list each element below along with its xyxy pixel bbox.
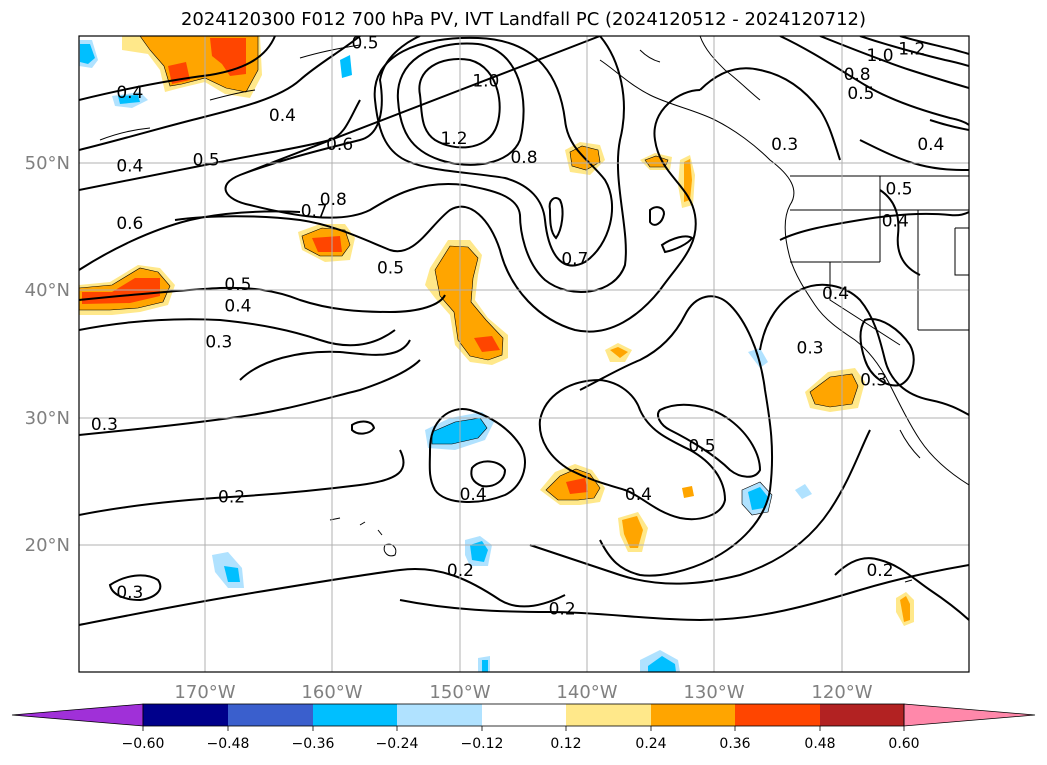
lat-tick-label: 40°N [25, 280, 70, 301]
coastlines [99, 36, 969, 583]
contour-label: 0.5 [352, 33, 379, 53]
lon-tick-label: 150°W [429, 682, 490, 703]
contour-label: 0.3 [91, 415, 118, 435]
contour-label: 0.4 [269, 106, 296, 126]
contour-label: 0.4 [882, 211, 909, 231]
contour-label: 0.3 [771, 135, 798, 155]
colorbar-tick-label: 0.36 [719, 736, 750, 752]
contour-labels: 1.01.20.80.60.80.70.5 0.70.40.40.50.40.60… [91, 33, 944, 619]
colorbar-tick-label: −0.60 [122, 736, 165, 752]
lat-tick-label: 50°N [25, 153, 70, 174]
colorbar-tick-label: 0.48 [804, 736, 835, 752]
colorbar-tick-label: −0.48 [207, 736, 250, 752]
colorbar-tick-label: 0.12 [550, 736, 581, 752]
plot-area [79, 36, 969, 672]
colorbar-tick-label: −0.24 [376, 736, 419, 752]
contour-label: 0.5 [377, 259, 404, 279]
colorbar-swatch [566, 704, 651, 726]
contour-label: 0.4 [822, 284, 849, 304]
contour-label: 0.3 [797, 339, 824, 359]
colorbar-swatch [735, 704, 820, 726]
contour-label: 0.7 [561, 250, 588, 270]
contour-label: 0.2 [866, 561, 893, 581]
gridlines [79, 36, 969, 672]
colorbar-tick-label: 0.24 [635, 736, 666, 752]
contour-label: 0.2 [447, 561, 474, 581]
contour-label: 0.8 [844, 65, 871, 85]
contour-label: 0.4 [224, 297, 251, 317]
colorbar-swatch [313, 704, 397, 726]
contour-label: 0.4 [917, 135, 944, 155]
plot-frame [78, 35, 970, 673]
lon-tick-label: 120°W [811, 682, 872, 703]
contour-label: 0.4 [625, 485, 652, 505]
colorbar-tick-label: −0.36 [292, 736, 335, 752]
contour-label: 0.3 [205, 332, 232, 352]
lat-axis: 20°N 30°N 40°N 50°N [25, 153, 70, 556]
colorbar-swatch [651, 704, 735, 726]
contour-label: 0.5 [193, 150, 220, 170]
lon-tick-label: 130°W [683, 682, 744, 703]
map-title: 2024120300 F012 700 hPa PV, IVT Landfall… [180, 9, 867, 30]
contour-label: 1.2 [441, 129, 468, 149]
colorbar-tick-label: 0.60 [888, 736, 919, 752]
lat-tick-label: 30°N [25, 408, 70, 429]
contour-label: 0.3 [860, 370, 887, 390]
contour-label: 0.6 [326, 135, 353, 155]
contour-label: 0.4 [116, 83, 143, 103]
contour-label: 0.5 [886, 180, 913, 200]
colorbar-frame [142, 703, 905, 727]
lon-tick-label: 140°W [556, 682, 617, 703]
contour-label: 0.5 [224, 275, 251, 295]
contour-label: 0.4 [116, 157, 143, 177]
colorbar-swatch [820, 704, 904, 726]
lon-axis: 170°W 160°W 150°W 140°W 130°W 120°W [174, 682, 872, 703]
contour-label: 0.8 [320, 190, 347, 210]
colorbar-swatch [143, 704, 228, 726]
colorbar-extend-min [11, 703, 144, 727]
contour-label: 1.2 [898, 40, 925, 60]
colorbar-tick-label: −0.12 [461, 736, 504, 752]
colorbar-swatch [397, 704, 482, 726]
contour-label: 0.6 [116, 214, 143, 234]
contour-label: 1.0 [472, 72, 499, 92]
contour-label: 0.2 [218, 487, 245, 507]
colorbar-swatch [228, 704, 313, 726]
contour-label: 1.0 [866, 46, 893, 66]
contour-label: 0.4 [460, 485, 487, 505]
colorbar: −0.60 −0.48 −0.36 −0.24 −0.12 0.12 0.24 … [11, 703, 1036, 752]
lat-tick-label: 20°N [25, 535, 70, 556]
lon-tick-label: 170°W [174, 682, 235, 703]
contour-label: 0.5 [688, 437, 715, 457]
pv-contours [79, 36, 969, 626]
colorbar-swatch [482, 704, 566, 726]
colorbar-extend-max [903, 703, 1036, 727]
contour-label: 0.5 [847, 84, 874, 104]
contour-label: 0.3 [116, 583, 143, 603]
contour-label: 0.8 [510, 148, 537, 168]
political-borders [790, 175, 969, 346]
lon-tick-label: 160°W [301, 682, 362, 703]
contour-label: 0.2 [549, 599, 576, 619]
contour-label: 0.7 [301, 201, 328, 221]
